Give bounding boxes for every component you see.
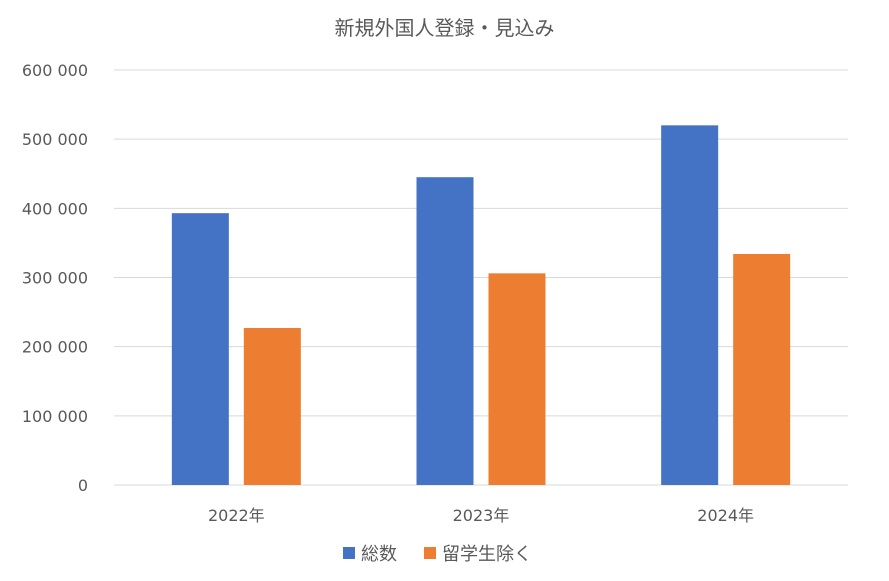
legend-label-1: 留学生除く: [442, 544, 532, 565]
y-tick-label: 200 000: [22, 338, 88, 357]
legend-swatch-0: [343, 547, 355, 559]
y-axis-tick-labels: 0 100 000 200 000 300 000 400 000 500 000 600 …: [22, 61, 88, 495]
legend-swatch-1: [424, 547, 436, 559]
bar-total-0: [171, 213, 229, 486]
bar-excluding-students-0: [243, 327, 301, 485]
x-tick-label: 2022年: [208, 506, 265, 525]
bar-total-1: [416, 177, 474, 486]
x-axis-tick-labels: 2022年 2023年 2024年: [208, 506, 754, 525]
bars: [171, 125, 791, 486]
chart-title: 新規外国人登録・見込み: [335, 16, 555, 40]
y-tick-label: 100 000: [22, 407, 88, 426]
bar-total-2: [661, 125, 719, 485]
legend: 総数 留学生除く: [343, 544, 532, 565]
y-tick-label: 400 000: [22, 199, 88, 218]
x-tick-label: 2024年: [697, 506, 754, 525]
y-tick-label: 300 000: [22, 269, 88, 288]
y-tick-label: 600 000: [22, 61, 88, 80]
bar-excluding-students-1: [488, 273, 546, 485]
x-tick-label: 2023年: [453, 506, 510, 525]
y-tick-label: 500 000: [22, 130, 88, 149]
bar-excluding-students-2: [733, 253, 791, 485]
legend-label-0: 総数: [361, 544, 397, 565]
gridlines: [114, 69, 848, 486]
y-tick-label: 0: [78, 476, 88, 495]
